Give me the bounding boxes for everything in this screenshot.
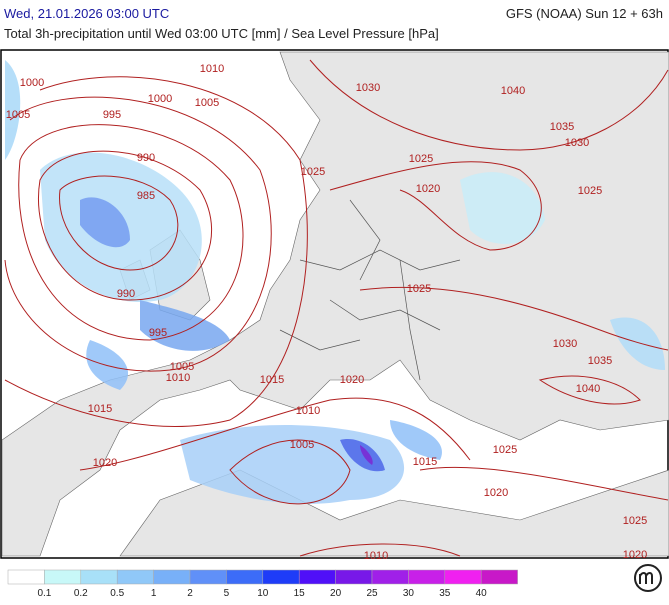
- isobar-label: 990: [117, 288, 135, 300]
- scale-swatch: [189, 569, 227, 585]
- scale-swatch: [7, 569, 45, 585]
- isobar-label: 1005: [195, 97, 219, 109]
- scale-label: 0.2: [74, 588, 88, 599]
- isobar-label: 1000: [148, 93, 172, 105]
- scale-swatch: [480, 569, 518, 585]
- header-subtitle: Total 3h-precipitation until Wed 03:00 U…: [4, 26, 439, 41]
- isobar-label: 1020: [623, 549, 647, 561]
- scale-swatch: [444, 569, 482, 585]
- isobar-label: 1010: [296, 405, 320, 417]
- scale-swatch: [44, 569, 82, 585]
- isobar-label: 1005: [6, 109, 30, 121]
- isobar-label: 1010: [166, 372, 190, 384]
- isobar-label: 1030: [553, 338, 577, 350]
- scale-label: 5: [224, 588, 230, 599]
- isobar-label: 985: [137, 190, 155, 202]
- scale-label: 35: [439, 588, 451, 599]
- scale-swatch: [116, 569, 154, 585]
- borders: [279, 199, 461, 381]
- isobar-label: 1040: [501, 85, 525, 97]
- isobar-label: 1020: [416, 183, 440, 195]
- header-model: GFS (NOAA) Sun 12 + 63h: [506, 6, 663, 21]
- isobar-label: 1000: [20, 77, 44, 89]
- isobar-label: 1020: [484, 487, 508, 499]
- isobar-label: 995: [149, 327, 167, 339]
- scale-label: 2: [187, 588, 193, 599]
- scale-label: 0.1: [37, 588, 51, 599]
- isobar-label: 990: [137, 152, 155, 164]
- isobar-label: 1030: [356, 82, 380, 94]
- scale-swatch: [226, 569, 264, 585]
- isobar-label: 1010: [364, 550, 388, 562]
- isobar-label: 1005: [290, 439, 314, 451]
- isobars: [4, 59, 669, 557]
- isobar-label: 1025: [623, 515, 647, 527]
- scale-swatch: [153, 569, 191, 585]
- scale-label: 30: [403, 588, 415, 599]
- isobar-label: 1020: [340, 374, 364, 386]
- isobar-label: 1035: [588, 355, 612, 367]
- isobar-label: 1025: [493, 444, 517, 456]
- isobar-label: 1035: [550, 121, 574, 133]
- scale-label: 20: [330, 588, 342, 599]
- isobar-label: 1010: [200, 63, 224, 75]
- scale-label: 10: [257, 588, 269, 599]
- precipitation: [5, 60, 665, 504]
- scale-swatch: [371, 569, 409, 585]
- header-date: Wed, 21.01.2026 03:00 UTC: [4, 6, 169, 21]
- isobar-label: 1015: [88, 403, 112, 415]
- isobar-label: 1030: [565, 137, 589, 149]
- isobar-label: 1015: [413, 456, 437, 468]
- scale-swatch: [262, 569, 300, 585]
- scale-label: 15: [294, 588, 306, 599]
- isobar-label: 1005: [170, 361, 194, 373]
- scale-swatch: [335, 569, 373, 585]
- scale-label: 25: [366, 588, 378, 599]
- scale-swatch: [298, 569, 336, 585]
- isobar-label: 1025: [301, 166, 325, 178]
- scale-label: 1: [151, 588, 157, 599]
- scale-swatch: [80, 569, 118, 585]
- scale-label: 0.5: [110, 588, 124, 599]
- logo: [634, 564, 662, 592]
- isobar-label: 1025: [407, 283, 431, 295]
- color-scale: 0.1 0.2 0.5 1 2 5 10 15 20 25 30 35 40: [7, 569, 518, 599]
- isobar-label: 1025: [578, 185, 602, 197]
- isobar-label: 1040: [576, 383, 600, 395]
- isobar-label: 1015: [260, 374, 284, 386]
- isobar-label: 995: [103, 109, 121, 121]
- isobar-label: 1025: [409, 153, 433, 165]
- isobar-label: 1020: [93, 457, 117, 469]
- scale-label: 40: [476, 588, 488, 599]
- scale-swatch: [408, 569, 446, 585]
